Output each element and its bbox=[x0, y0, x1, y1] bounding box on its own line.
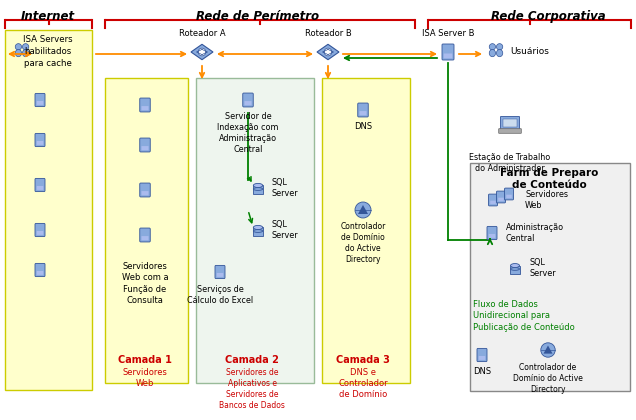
FancyBboxPatch shape bbox=[35, 93, 45, 107]
Text: Servidores
Web: Servidores Web bbox=[525, 190, 568, 210]
FancyBboxPatch shape bbox=[511, 265, 520, 274]
Circle shape bbox=[541, 343, 555, 357]
Text: Servidor de
Indexação com
Administração
Central: Servidor de Indexação com Administração … bbox=[218, 112, 279, 154]
Circle shape bbox=[497, 44, 502, 50]
FancyBboxPatch shape bbox=[487, 226, 497, 239]
Polygon shape bbox=[544, 346, 553, 354]
Polygon shape bbox=[358, 205, 368, 214]
FancyBboxPatch shape bbox=[37, 271, 43, 275]
Ellipse shape bbox=[253, 184, 263, 187]
FancyBboxPatch shape bbox=[243, 93, 253, 107]
Text: Roteador B: Roteador B bbox=[305, 29, 351, 38]
Ellipse shape bbox=[253, 230, 263, 232]
FancyBboxPatch shape bbox=[477, 349, 487, 362]
Text: Controlador
de Domínio
do Active
Directory: Controlador de Domínio do Active Directo… bbox=[340, 222, 385, 264]
FancyBboxPatch shape bbox=[37, 186, 43, 190]
FancyBboxPatch shape bbox=[497, 191, 506, 203]
Circle shape bbox=[198, 48, 206, 56]
Circle shape bbox=[15, 44, 22, 50]
Ellipse shape bbox=[511, 268, 520, 270]
Text: Internet: Internet bbox=[21, 10, 75, 23]
FancyBboxPatch shape bbox=[322, 78, 410, 383]
Text: Servidores
Web com a
Função de
Consulta: Servidores Web com a Função de Consulta bbox=[121, 262, 169, 305]
Circle shape bbox=[22, 44, 29, 50]
Text: Serviços de
Cálculo do Excel: Serviços de Cálculo do Excel bbox=[187, 285, 253, 305]
FancyBboxPatch shape bbox=[141, 191, 149, 195]
FancyBboxPatch shape bbox=[105, 78, 188, 383]
Polygon shape bbox=[317, 44, 339, 60]
FancyBboxPatch shape bbox=[488, 194, 497, 206]
FancyBboxPatch shape bbox=[37, 231, 43, 235]
Text: Servidores de
Aplicativos e
Servidores de
Bancos de Dados: Servidores de Aplicativos e Servidores d… bbox=[219, 368, 285, 410]
FancyBboxPatch shape bbox=[196, 78, 314, 383]
Text: SQL
Server: SQL Server bbox=[529, 258, 556, 278]
Ellipse shape bbox=[497, 50, 502, 57]
Text: Estação de Trabalho
do Administrador: Estação de Trabalho do Administrador bbox=[469, 153, 551, 173]
FancyBboxPatch shape bbox=[35, 263, 45, 277]
FancyBboxPatch shape bbox=[479, 356, 485, 360]
FancyBboxPatch shape bbox=[35, 223, 45, 236]
FancyBboxPatch shape bbox=[498, 198, 504, 201]
Text: ISA Server B: ISA Server B bbox=[422, 29, 474, 38]
Text: Camada 3: Camada 3 bbox=[336, 355, 390, 365]
Text: SQL
Server: SQL Server bbox=[272, 220, 299, 240]
FancyBboxPatch shape bbox=[37, 141, 43, 145]
Ellipse shape bbox=[253, 226, 263, 229]
FancyBboxPatch shape bbox=[215, 265, 225, 278]
FancyBboxPatch shape bbox=[5, 30, 92, 390]
Text: Rede de Perímetro: Rede de Perímetro bbox=[197, 10, 319, 23]
Ellipse shape bbox=[15, 50, 22, 57]
Text: Administração
Central: Administração Central bbox=[506, 223, 564, 243]
FancyBboxPatch shape bbox=[444, 53, 452, 58]
Ellipse shape bbox=[511, 264, 520, 268]
FancyBboxPatch shape bbox=[217, 273, 223, 277]
Text: DNS e
Controlador
de Domínio: DNS e Controlador de Domínio bbox=[338, 368, 388, 399]
Text: Servidores
Web: Servidores Web bbox=[123, 368, 167, 388]
FancyBboxPatch shape bbox=[503, 119, 517, 127]
Ellipse shape bbox=[489, 50, 495, 57]
FancyBboxPatch shape bbox=[141, 106, 149, 110]
FancyBboxPatch shape bbox=[504, 188, 513, 200]
FancyBboxPatch shape bbox=[501, 116, 520, 129]
FancyBboxPatch shape bbox=[141, 236, 149, 240]
Text: ISA Servers
habilitados
para cache: ISA Servers habilitados para cache bbox=[23, 35, 73, 68]
Text: Usuários: Usuários bbox=[510, 47, 549, 57]
FancyBboxPatch shape bbox=[470, 163, 630, 391]
Text: Controlador de
Domínio do Active
Directory: Controlador de Domínio do Active Directo… bbox=[513, 363, 583, 394]
FancyBboxPatch shape bbox=[35, 178, 45, 192]
FancyBboxPatch shape bbox=[357, 103, 368, 117]
Text: Fluxo de Dados
Unidirecional para
Publicação de Conteúdo: Fluxo de Dados Unidirecional para Public… bbox=[473, 300, 575, 332]
Text: Roteador A: Roteador A bbox=[179, 29, 225, 38]
Circle shape bbox=[489, 44, 495, 50]
FancyBboxPatch shape bbox=[35, 134, 45, 147]
FancyBboxPatch shape bbox=[140, 228, 150, 242]
FancyBboxPatch shape bbox=[499, 129, 522, 133]
Text: Camada 2: Camada 2 bbox=[225, 355, 279, 365]
Polygon shape bbox=[191, 44, 213, 60]
FancyBboxPatch shape bbox=[37, 101, 43, 105]
FancyBboxPatch shape bbox=[359, 111, 366, 115]
FancyBboxPatch shape bbox=[140, 138, 150, 152]
FancyBboxPatch shape bbox=[244, 101, 252, 105]
FancyBboxPatch shape bbox=[442, 44, 454, 60]
FancyBboxPatch shape bbox=[140, 183, 150, 197]
Circle shape bbox=[355, 202, 371, 218]
FancyBboxPatch shape bbox=[141, 146, 149, 150]
Circle shape bbox=[324, 48, 332, 56]
Text: DNS: DNS bbox=[354, 122, 372, 131]
FancyBboxPatch shape bbox=[253, 228, 263, 236]
Ellipse shape bbox=[253, 188, 263, 190]
Text: Farm de Preparo
de Conteúdo: Farm de Preparo de Conteúdo bbox=[500, 168, 598, 190]
FancyBboxPatch shape bbox=[488, 234, 495, 238]
Ellipse shape bbox=[22, 50, 29, 57]
Text: Rede Corporativa: Rede Corporativa bbox=[491, 10, 605, 23]
Text: DNS: DNS bbox=[473, 367, 491, 376]
FancyBboxPatch shape bbox=[490, 201, 496, 204]
FancyBboxPatch shape bbox=[506, 194, 512, 198]
FancyBboxPatch shape bbox=[253, 186, 263, 194]
Text: SQL
Server: SQL Server bbox=[272, 178, 299, 198]
Text: Camada 1: Camada 1 bbox=[118, 355, 172, 365]
FancyBboxPatch shape bbox=[140, 98, 150, 112]
